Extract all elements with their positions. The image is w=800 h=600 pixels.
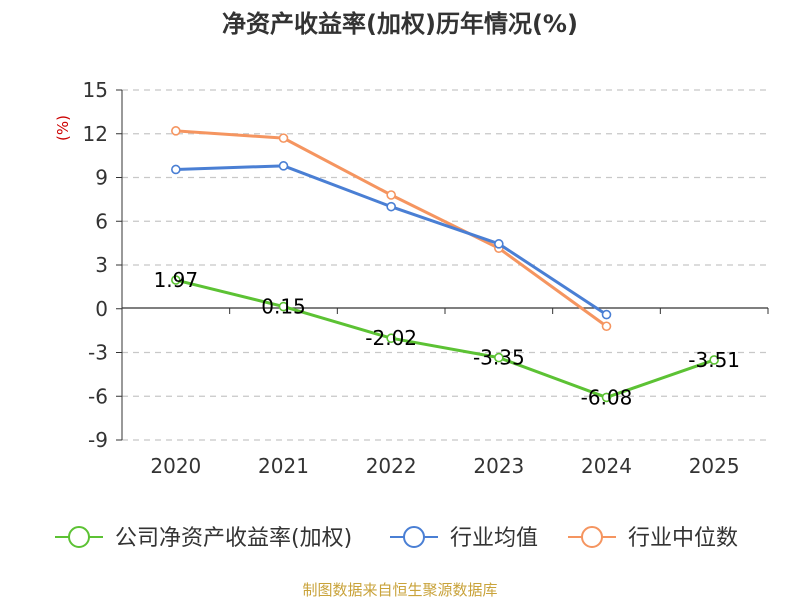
series-1 bbox=[171, 161, 612, 320]
series-0: 1.97 0.15 -2.02 -3.35 -6.08 -3.51 bbox=[154, 268, 740, 409]
y-tick-label: 12 bbox=[83, 122, 108, 146]
series-line-1 bbox=[175, 164, 608, 316]
legend-swatch-marker bbox=[68, 526, 90, 548]
series-point-1 bbox=[494, 239, 504, 249]
x-tick-label-2025: 2025 bbox=[689, 454, 740, 478]
series-layer: 1.97 0.15 -2.02 -3.35 -6.08 -3.51 bbox=[154, 126, 740, 409]
y-tick-label: 9 bbox=[95, 166, 108, 190]
data-label: 0.15 bbox=[261, 295, 306, 319]
x-tick-label-2023: 2023 bbox=[473, 454, 524, 478]
y-tick-label: -3 bbox=[88, 341, 108, 365]
x-tick-label-2022: 2022 bbox=[366, 454, 417, 478]
series-2 bbox=[171, 126, 612, 332]
data-label: -3.35 bbox=[473, 346, 525, 370]
series-point-1 bbox=[386, 201, 396, 212]
legend-swatch-marker bbox=[403, 526, 425, 548]
y-axis-label: (%) bbox=[54, 115, 72, 141]
legend-swatch-marker bbox=[581, 526, 603, 548]
legend-item-2[interactable]: 行业中位数 bbox=[568, 526, 738, 551]
y-tick-label: -6 bbox=[88, 384, 108, 408]
legend-label: 行业中位数 bbox=[628, 526, 738, 551]
series-point-2 bbox=[278, 133, 289, 143]
y-tick-label: 3 bbox=[95, 253, 108, 277]
series-point-1 bbox=[171, 164, 181, 175]
y-tick-label: 0 bbox=[95, 297, 108, 321]
series-point-2 bbox=[601, 321, 612, 332]
x-tick-label-2021: 2021 bbox=[258, 454, 309, 478]
x-tick-label-2020: 2020 bbox=[150, 454, 201, 478]
series-point-0 bbox=[278, 301, 289, 312]
axes: 15 12 9 6 3 0 -3 -6 -9 2020 2021 2022 2023 2024 2025 bbox=[83, 78, 769, 478]
series-point-0 bbox=[171, 275, 181, 285]
data-label: -6.08 bbox=[581, 385, 633, 409]
legend[interactable]: 公司净资产收益率(加权) 行业均值 行业中位数 bbox=[55, 526, 738, 551]
grid-lines bbox=[122, 89, 768, 441]
legend-item-1[interactable]: 行业均值 bbox=[390, 526, 538, 551]
data-label: -2.02 bbox=[365, 326, 417, 350]
series-point-0 bbox=[494, 352, 504, 363]
y-tick-label: 6 bbox=[95, 209, 108, 233]
y-tick-label: 15 bbox=[83, 78, 108, 102]
legend-label: 行业均值 bbox=[450, 526, 538, 551]
series-point-1 bbox=[278, 161, 289, 171]
chart-title: 净资产收益率(加权)历年情况(%) bbox=[222, 10, 578, 38]
legend-item-0[interactable]: 公司净资产收益率(加权) bbox=[55, 526, 352, 551]
series-point-0 bbox=[709, 355, 719, 365]
series-line-0 bbox=[175, 278, 715, 399]
x-tick-label-2024: 2024 bbox=[581, 454, 632, 478]
series-point-2 bbox=[171, 126, 181, 136]
series-point-0 bbox=[601, 392, 612, 403]
data-label: -3.51 bbox=[688, 348, 740, 372]
y-tick-label: -9 bbox=[88, 428, 108, 452]
data-label: 1.97 bbox=[154, 268, 199, 292]
series-point-2 bbox=[386, 190, 396, 200]
source-note: 制图数据来自恒生聚源数据库 bbox=[302, 581, 497, 599]
series-point-0 bbox=[386, 333, 396, 344]
series-point-1 bbox=[601, 309, 612, 320]
legend-label: 公司净资产收益率(加权) bbox=[115, 526, 352, 551]
